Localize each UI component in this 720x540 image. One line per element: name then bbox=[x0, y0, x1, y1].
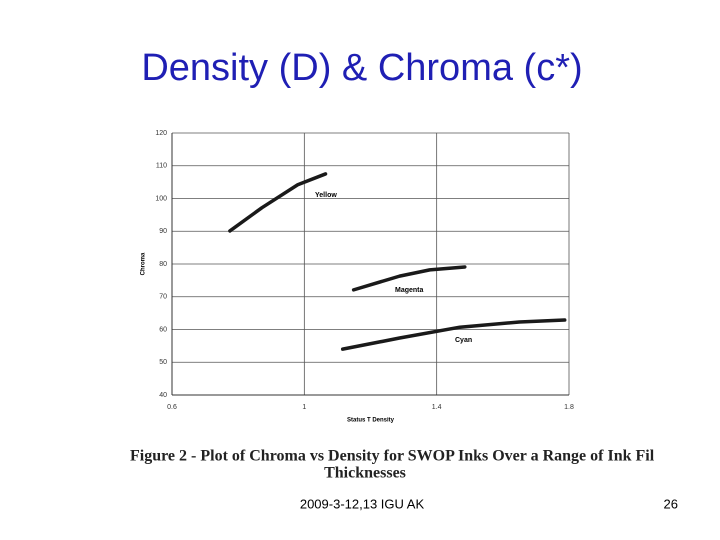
y-tick-label: 80 bbox=[159, 261, 167, 268]
y-tick-label: 70 bbox=[159, 294, 167, 301]
y-tick-label: 100 bbox=[155, 195, 167, 202]
x-tick-label: 0.6 bbox=[167, 404, 177, 411]
series-line bbox=[340, 318, 567, 351]
series-label: Magenta bbox=[395, 287, 424, 294]
y-tick-label: 60 bbox=[159, 326, 167, 333]
y-tick-label: 50 bbox=[159, 359, 167, 366]
caption: Figure 2 - Plot of Chroma vs Density for… bbox=[130, 448, 655, 465]
y-tick-label: 120 bbox=[155, 130, 167, 137]
y-tick-label: 90 bbox=[159, 228, 167, 235]
y-tick-label: 40 bbox=[159, 392, 167, 399]
y-axis-label: Chroma bbox=[141, 252, 147, 275]
series-label: Yellow bbox=[315, 192, 337, 199]
x-tick-label: 1.8 bbox=[564, 404, 574, 411]
y-tick-label: 110 bbox=[156, 163, 167, 170]
x-tick-label: 1.4 bbox=[432, 404, 442, 411]
footer: 2009-3-12,13 IGU AK bbox=[300, 496, 425, 511]
x-axis-label: Status T Density bbox=[347, 418, 395, 424]
series-line bbox=[228, 172, 328, 233]
x-tick-label: 1 bbox=[302, 404, 306, 411]
page-number: 26 bbox=[664, 496, 678, 511]
slide-title: Density (D) & Chroma (c*) bbox=[141, 47, 582, 89]
series-line bbox=[351, 265, 467, 292]
caption: Thicknesses bbox=[324, 465, 406, 482]
series-label: Cyan bbox=[455, 337, 472, 344]
